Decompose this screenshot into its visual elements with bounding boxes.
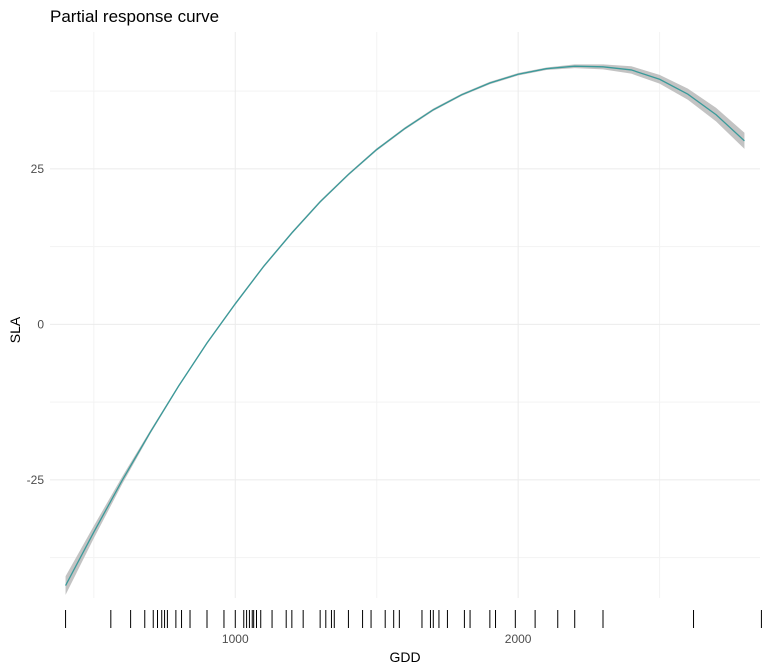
confidence-band-layer — [65, 64, 745, 595]
y-axis-title: SLA — [7, 316, 23, 343]
y-tick-label: 0 — [37, 317, 44, 331]
response-curve-line — [64, 65, 745, 586]
curve-layer — [64, 65, 745, 586]
confidence-band — [65, 64, 745, 595]
y-tick-label: -25 — [27, 473, 45, 487]
x-axis-title: GDD — [389, 649, 420, 665]
chart-title: Partial response curve — [50, 7, 219, 26]
x-tick-label: 2000 — [505, 632, 532, 646]
grid-lines — [50, 32, 760, 598]
rug-marks — [65, 610, 762, 628]
x-tick-label: 1000 — [222, 632, 249, 646]
y-tick-label: 25 — [31, 162, 45, 176]
tick-labels: 1000 2000 -25 0 25 — [27, 162, 532, 646]
